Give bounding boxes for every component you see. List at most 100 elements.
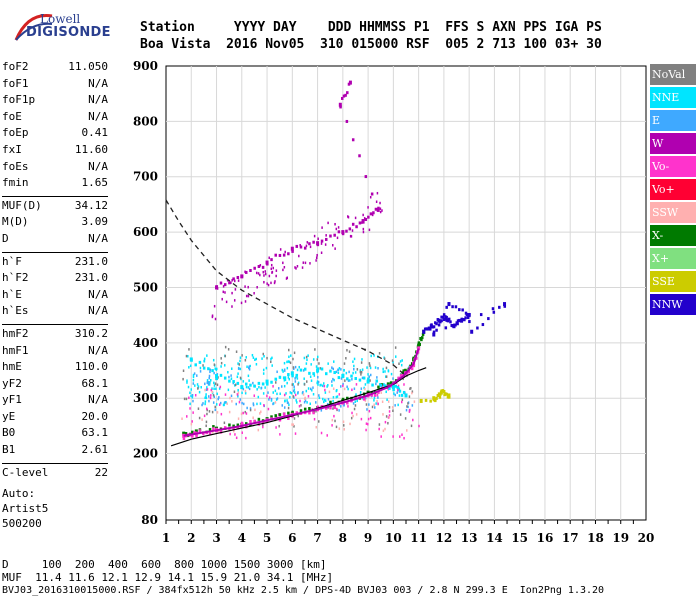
echo-dot — [206, 408, 208, 412]
series-point-nnw — [431, 325, 435, 329]
echo-dot — [237, 391, 240, 395]
echo-dot — [208, 383, 211, 386]
series-point-nne — [371, 383, 374, 387]
param-value: 2.61 — [81, 443, 109, 457]
echo-dot — [309, 402, 311, 406]
series-point-w — [342, 94, 346, 98]
echo-dot — [361, 368, 364, 371]
auto-label: Auto: — [2, 487, 36, 500]
echo-dot — [353, 407, 356, 411]
echo-dot — [382, 413, 384, 416]
echo-dot — [253, 394, 256, 397]
echo-dot — [217, 429, 220, 433]
echo-dot — [262, 352, 265, 356]
echo-dot — [244, 358, 247, 362]
echo-dot — [220, 412, 223, 416]
series-point-nnw — [437, 323, 441, 327]
echo-dot — [279, 392, 281, 396]
echo-dot — [202, 364, 204, 367]
echo-dot — [185, 397, 188, 401]
echo-dot — [276, 370, 278, 374]
echo-dot — [264, 386, 266, 389]
echo-dot — [224, 291, 226, 294]
echo-dot — [346, 348, 348, 352]
series-point-w — [358, 221, 362, 225]
echo-dot — [237, 362, 239, 365]
echo-dot — [305, 362, 308, 365]
series-point-w — [295, 244, 299, 248]
series-point-w — [344, 93, 347, 97]
series-point-w — [219, 281, 223, 285]
echo-dot — [302, 390, 304, 394]
echo-dot — [245, 356, 248, 359]
series-point-x — [274, 414, 277, 418]
echo-dot — [405, 408, 408, 412]
echo-dot — [294, 365, 297, 369]
echo-dot — [379, 201, 381, 205]
echo-dot — [323, 400, 325, 404]
param-label: foE — [2, 109, 22, 123]
echo-dot — [355, 393, 357, 396]
echo-dot — [391, 406, 394, 409]
echo-dot — [293, 367, 295, 371]
param-label: foF1p — [2, 93, 36, 107]
echo-dot — [289, 391, 292, 394]
echo-dot — [229, 432, 231, 436]
echo-dot — [252, 403, 255, 407]
echo-dot — [343, 404, 345, 407]
echo-dot — [263, 274, 265, 277]
series-point-nnw — [481, 323, 485, 327]
echo-dot — [320, 431, 323, 435]
echo-dot — [292, 357, 294, 361]
echo-dot — [235, 436, 238, 440]
echo-dot — [332, 396, 335, 399]
echo-dot — [316, 381, 318, 385]
echo-dot — [340, 368, 342, 371]
echo-dot — [206, 386, 208, 389]
electron-density-profile-curve — [165, 199, 407, 377]
echo-dot — [274, 401, 277, 404]
echo-dot — [213, 387, 215, 391]
echo-dot — [342, 382, 344, 386]
echo-dot — [392, 363, 394, 366]
echo-dot — [353, 364, 355, 368]
echo-dot — [237, 279, 240, 282]
series-point-x — [421, 336, 424, 340]
series-point-vo — [412, 364, 416, 368]
echo-dot — [233, 299, 236, 302]
echo-dot — [263, 280, 265, 284]
echo-dot — [268, 396, 271, 399]
param-label: B0 — [2, 426, 16, 440]
footer-file-info: BVJ03_2016310015000.RSF / 384fx512h 50 k… — [2, 585, 605, 596]
echo-dot — [338, 366, 341, 370]
echo-dot — [219, 401, 222, 405]
echo-dot — [260, 386, 263, 390]
series-point-vo — [397, 376, 400, 380]
echo-dot — [305, 355, 308, 359]
echo-dot — [309, 375, 312, 378]
series-point-nnw — [432, 330, 436, 334]
series-point-sse — [432, 398, 436, 402]
echo-dot — [215, 403, 218, 406]
echo-dot — [391, 359, 394, 362]
x-tick-label: 2 — [187, 531, 195, 545]
series-point-vo — [312, 411, 315, 415]
echo-dot — [364, 383, 367, 386]
echo-dot — [245, 385, 248, 389]
echo-dot — [222, 285, 225, 288]
echo-dot — [201, 403, 203, 407]
series-point-nnw — [445, 318, 448, 322]
series-point-x — [402, 369, 405, 373]
series-point-w — [339, 105, 342, 109]
series-point-sse — [447, 393, 451, 398]
series-point-vo — [346, 401, 349, 405]
echo-dot — [202, 402, 204, 405]
series-point-w — [274, 253, 277, 257]
series-point-nnw — [440, 315, 443, 319]
echo-dot — [355, 383, 358, 386]
param-row: fmin 1.65 — [2, 176, 108, 193]
echo-dot — [413, 400, 416, 403]
echo-dot — [375, 382, 377, 386]
param-value: 3.09 — [81, 215, 109, 229]
echo-dot — [367, 417, 370, 421]
